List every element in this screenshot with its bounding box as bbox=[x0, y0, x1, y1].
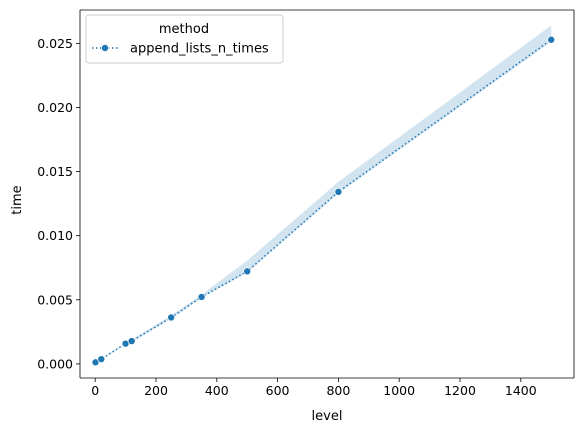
legend-entry-label: append_lists_n_times bbox=[130, 42, 269, 57]
ticks: 0 200 400 600 800 1000 1200 1400 0.000 0.005 0.010… bbox=[37, 36, 537, 398]
y-tick-label: 0.025 bbox=[37, 36, 73, 51]
x-tick-label: 0 bbox=[91, 383, 99, 398]
x-tick-label: 1200 bbox=[444, 383, 476, 398]
series-marker-layer bbox=[91, 35, 556, 367]
y-axis-label: time bbox=[10, 185, 25, 214]
y-tick-label: 0.015 bbox=[37, 164, 73, 179]
legend: method append_lists_n_times bbox=[85, 14, 284, 64]
legend-title: method bbox=[159, 22, 209, 37]
y-tick-label: 0.020 bbox=[37, 100, 73, 115]
legend-marker-sample bbox=[101, 44, 110, 53]
data-point bbox=[547, 35, 556, 44]
x-tick-label: 200 bbox=[144, 383, 168, 398]
data-point bbox=[97, 355, 106, 364]
x-tick-label: 1400 bbox=[505, 383, 537, 398]
data-point bbox=[334, 187, 343, 196]
legend-box bbox=[85, 14, 284, 64]
x-tick-label: 400 bbox=[205, 383, 229, 398]
confidence-band-layer bbox=[95, 25, 552, 363]
x-tick-label: 600 bbox=[266, 383, 290, 398]
y-tick-label: 0.005 bbox=[37, 292, 73, 307]
data-point bbox=[243, 267, 252, 276]
y-tick-label: 0.000 bbox=[37, 356, 73, 371]
y-tick-label: 0.010 bbox=[37, 228, 73, 243]
x-tick-label: 800 bbox=[326, 383, 350, 398]
axes bbox=[79, 9, 575, 379]
data-point bbox=[167, 313, 176, 322]
data-point bbox=[127, 337, 136, 346]
confidence-band bbox=[95, 25, 552, 363]
x-tick-label: 1000 bbox=[383, 383, 415, 398]
x-axis-label: level bbox=[312, 409, 343, 424]
data-point bbox=[197, 292, 206, 301]
